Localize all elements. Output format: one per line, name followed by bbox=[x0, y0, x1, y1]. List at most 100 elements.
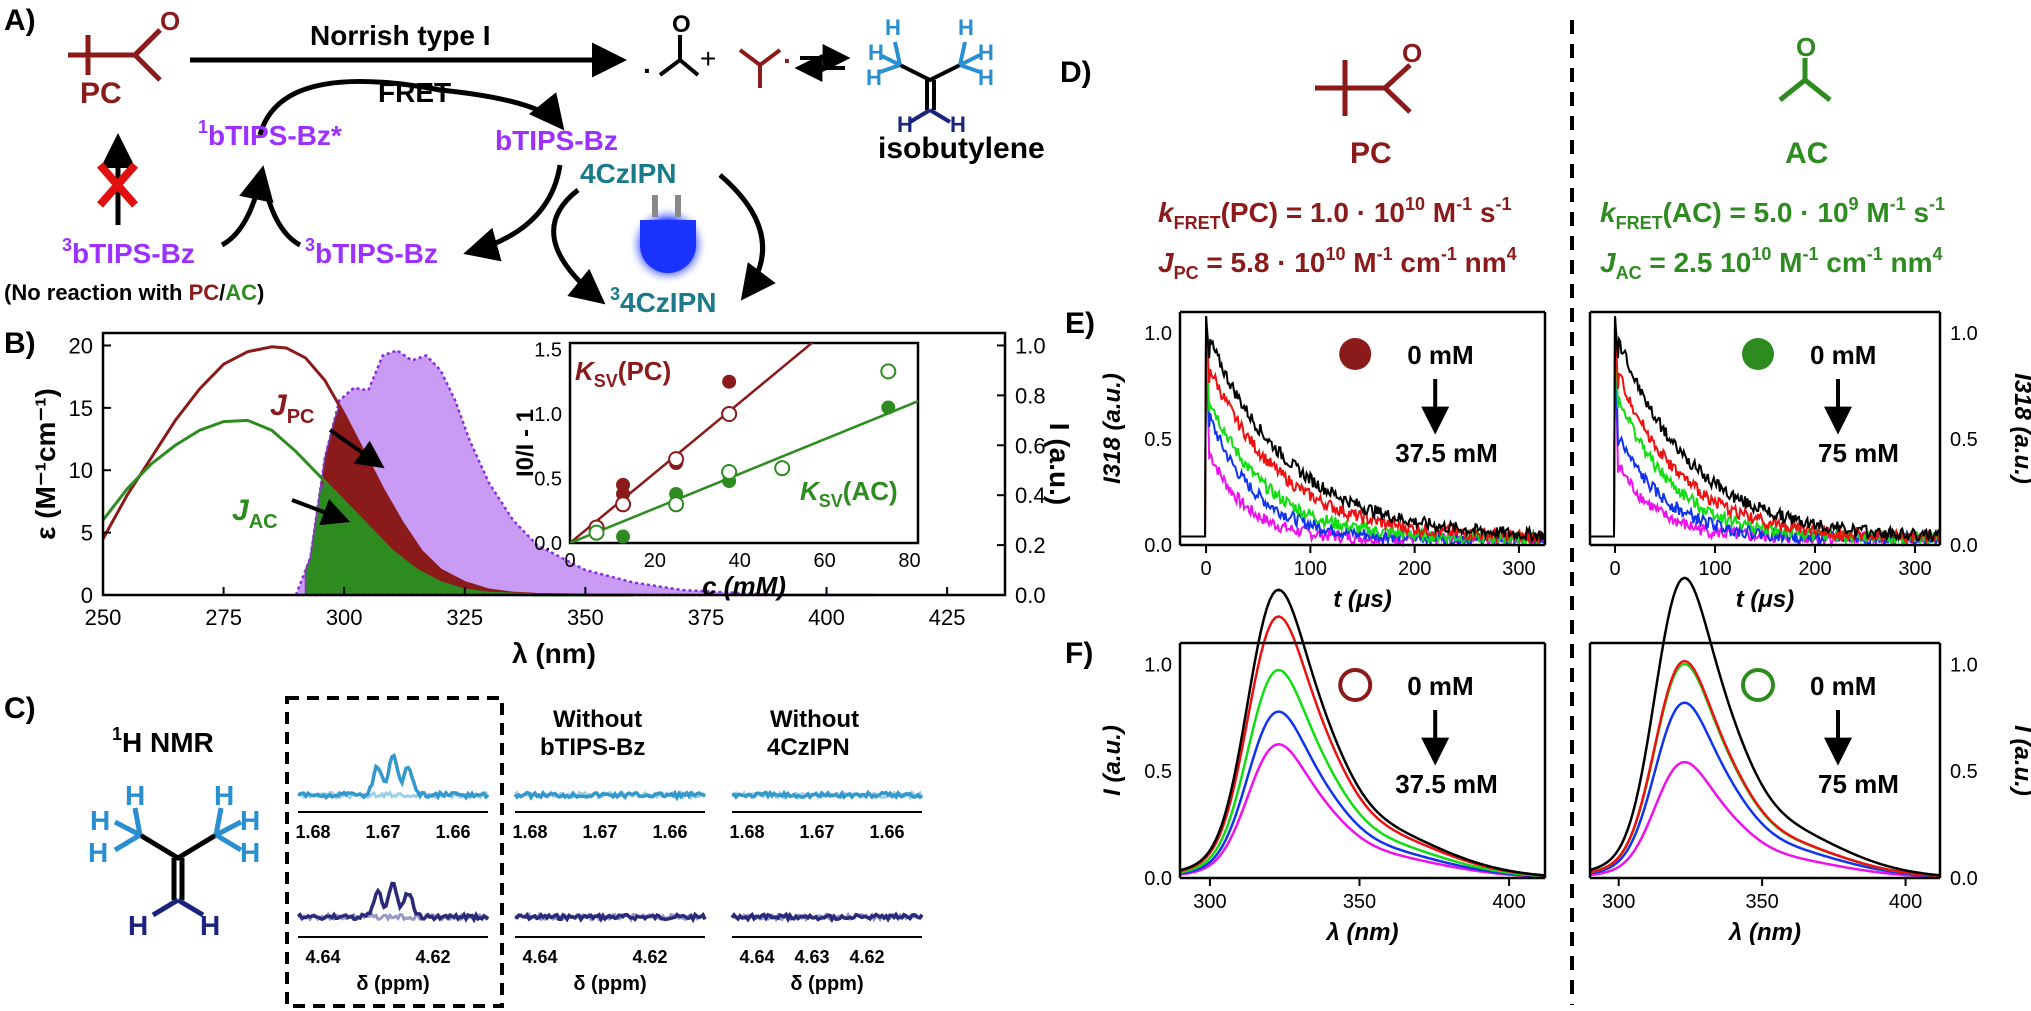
nmr-tick-label: 4.62 bbox=[849, 947, 884, 967]
panel-label-d: D) bbox=[1060, 56, 1092, 89]
y-tick-label: 20 bbox=[69, 333, 93, 358]
point-ac-open bbox=[880, 363, 897, 380]
y-tick-label: 5 bbox=[81, 521, 93, 546]
x-tick-label: 200 bbox=[1798, 558, 1831, 580]
nmr-tick-label: 1.68 bbox=[295, 822, 330, 842]
chart-e-pc: 0 100 200 300 0.0 0.5 1.0 t (μs) I318 (a.u.) 0 mM… bbox=[1099, 310, 1547, 613]
j-ac: JAC = 2.5 1010 M-1 cm-1 nm4 bbox=[1600, 244, 1943, 283]
svg-text:H: H bbox=[88, 837, 108, 868]
series-line bbox=[1179, 588, 1546, 877]
svg-text:H: H bbox=[897, 112, 913, 137]
nmr-tick-label: 1.67 bbox=[582, 822, 617, 842]
legend-top-label: 0 mM bbox=[1407, 340, 1473, 370]
legend-bottom-label: 75 mM bbox=[1818, 438, 1899, 468]
plot-frame bbox=[101, 331, 1007, 597]
y-tick-label: 1.0 bbox=[1950, 654, 1978, 676]
y-tick-label: 0.5 bbox=[1144, 761, 1172, 783]
x-tick-label: 400 bbox=[1889, 891, 1922, 913]
ac-molecule-d: O bbox=[1778, 32, 1832, 102]
point-pc-open bbox=[615, 496, 632, 513]
nmr-title: 1H NMR bbox=[112, 724, 214, 758]
y-tick-label: 15 bbox=[69, 396, 93, 421]
panel-label-c: C) bbox=[4, 692, 36, 725]
nmr-tick-label: 1.68 bbox=[729, 822, 764, 842]
panel-label-e: E) bbox=[1065, 307, 1095, 340]
cycle-left-arrow bbox=[551, 188, 606, 305]
svg-text:H: H bbox=[125, 780, 145, 811]
x-tick-label: 200 bbox=[1398, 558, 1431, 580]
legend-bottom-label: 37.5 mM bbox=[1395, 769, 1498, 799]
nmr-tick-label: 4.62 bbox=[415, 947, 450, 967]
x-axis-label: t (μs) bbox=[1736, 586, 1794, 613]
svg-text:·: · bbox=[783, 45, 792, 76]
point-ac-open bbox=[721, 464, 738, 481]
x-tick-label: 375 bbox=[688, 605, 725, 630]
without-cz-label-1: Without bbox=[770, 706, 859, 733]
norrish-label: Norrish type I bbox=[310, 20, 490, 51]
y-axis-label: I (a.u.) bbox=[2009, 725, 2031, 796]
nmr-axis-label: δ (ppm) bbox=[356, 973, 429, 995]
emission-area bbox=[294, 349, 875, 597]
legend-marker-open bbox=[1741, 668, 1775, 702]
series-line-PC bbox=[101, 345, 634, 597]
nmr-trace bbox=[297, 753, 490, 801]
x-axis-label: t (μs) bbox=[1333, 586, 1391, 613]
series-line bbox=[1180, 316, 1546, 543]
jac-sub: AC bbox=[249, 511, 278, 533]
series-line bbox=[1589, 701, 1941, 878]
x-tick-label: 300 bbox=[1502, 558, 1535, 580]
point-ac-open bbox=[774, 460, 791, 477]
without-bt-label-2: bTIPS-Bz bbox=[540, 734, 645, 761]
bt-label: bTIPS-Bz bbox=[495, 125, 618, 156]
svg-text:H: H bbox=[950, 112, 966, 137]
svg-text:O: O bbox=[160, 6, 180, 36]
x-tick-label: 275 bbox=[205, 605, 242, 630]
point-ac-open bbox=[668, 496, 685, 513]
svg-text:O: O bbox=[1796, 32, 1816, 62]
y2-tick-label: 0.0 bbox=[1015, 583, 1046, 608]
svg-text:H: H bbox=[240, 805, 260, 836]
kfret-ac: kFRET(AC) = 5.0 · 109 M-1 s-1 bbox=[1600, 194, 1945, 233]
series-line bbox=[1589, 576, 1941, 877]
lamp-icon bbox=[628, 195, 708, 285]
inset-x-tick-label: 80 bbox=[898, 550, 920, 572]
tt-arrow bbox=[463, 164, 563, 262]
svg-text:H: H bbox=[866, 65, 882, 90]
chart-f-ac: 300 350 400 0.0 0.5 1.0 λ (nm) I (a.u.) 0 mM 75 m… bbox=[1588, 576, 2031, 946]
jac-arrow bbox=[291, 498, 351, 526]
nmr-axis-label: δ (ppm) bbox=[790, 973, 863, 995]
nmr-tick-label: 1.66 bbox=[652, 822, 687, 842]
jpc-arrow bbox=[328, 428, 385, 469]
point-ac-filled bbox=[881, 400, 896, 415]
svg-text:O: O bbox=[672, 11, 691, 38]
y2-tick-label: 0.6 bbox=[1015, 433, 1046, 458]
nmr-tick-label: 4.63 bbox=[794, 947, 829, 967]
x-tick-label: 0 bbox=[1609, 558, 1620, 580]
x-tick-label: 300 bbox=[1602, 891, 1635, 913]
czipn3-label: -134CzIPN bbox=[610, 284, 716, 318]
y-tick-label: 10 bbox=[69, 458, 93, 483]
inset-y-tick-label: 1.0 bbox=[534, 404, 562, 426]
inset-x-tick-label: 40 bbox=[729, 550, 751, 572]
y2-axis-label: I (a.u.) bbox=[1044, 423, 1075, 505]
nmr-tick-label: 1.66 bbox=[869, 822, 904, 842]
y2-tick-label: 0.8 bbox=[1015, 383, 1046, 408]
point-ac-filled bbox=[616, 529, 631, 544]
nmr-axis-label: δ (ppm) bbox=[573, 973, 646, 995]
y-axis-label: ε (M⁻¹cm⁻¹) bbox=[30, 388, 61, 540]
pc-molecule: O bbox=[68, 6, 180, 82]
nmr-spectra: 1.68 1.67 1.66 4.64 4.62 δ (ppm) 1.68 1.67 1.66 4… bbox=[295, 753, 924, 995]
legend-bottom-label: 37.5 mM bbox=[1395, 438, 1498, 468]
nmr-tick-label: 1.67 bbox=[365, 822, 400, 842]
y-tick-label: 0.5 bbox=[1950, 761, 1978, 783]
svg-text:O: O bbox=[1402, 38, 1422, 68]
y2-tick-label: 0.4 bbox=[1015, 483, 1046, 508]
point-pc-open bbox=[721, 405, 738, 422]
series-line bbox=[1179, 615, 1546, 877]
y-tick-label: 0.0 bbox=[1950, 535, 1978, 557]
cross-icon bbox=[96, 162, 139, 208]
without-cz-label-2: 4CzIPN bbox=[767, 734, 850, 761]
legend-top-label: 0 mM bbox=[1407, 671, 1473, 701]
y-tick-label: 1.0 bbox=[1144, 323, 1172, 345]
svg-text:H: H bbox=[128, 910, 148, 941]
